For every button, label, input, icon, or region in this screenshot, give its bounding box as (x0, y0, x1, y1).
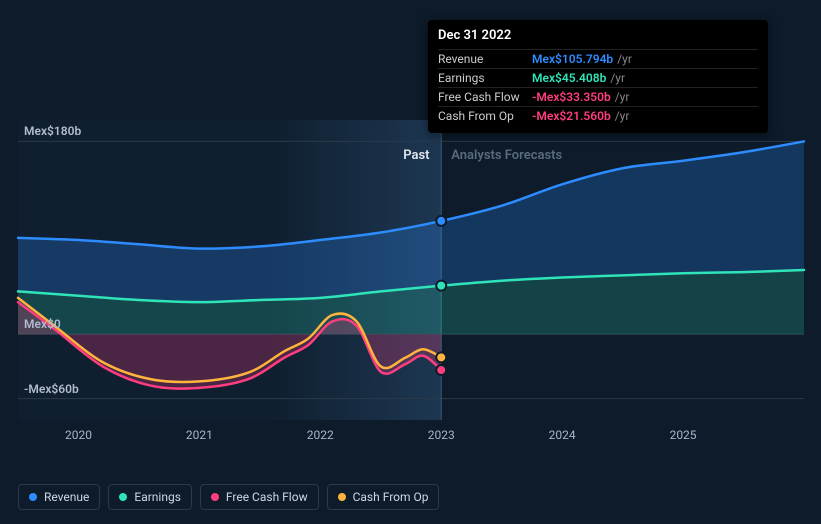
divider-label-past: Past (403, 148, 429, 163)
legend-dot-icon (29, 493, 37, 501)
x-axis-label: 2021 (186, 428, 213, 442)
chart-svg (18, 120, 804, 450)
tooltip-row-revenue: RevenueMex$105.794b/yr (438, 49, 758, 68)
legend-item-fcf[interactable]: Free Cash Flow (200, 484, 319, 510)
tooltip-row-label: Earnings (438, 71, 532, 85)
tooltip-row-label: Revenue (438, 52, 532, 66)
marker-cfo (436, 352, 446, 362)
y-axis-label: -Mex$60b (24, 382, 79, 396)
x-axis-label: 2020 (65, 428, 92, 442)
legend-item-revenue[interactable]: Revenue (18, 484, 100, 510)
legend-item-earnings[interactable]: Earnings (108, 484, 192, 510)
tooltip-row-label: Free Cash Flow (438, 90, 532, 104)
tooltip: Dec 31 2022 RevenueMex$105.794b/yrEarnin… (428, 20, 768, 133)
marker-earnings (436, 281, 446, 291)
marker-revenue (436, 216, 446, 226)
legend-item-label: Cash From Op (353, 490, 429, 504)
legend-dot-icon (211, 493, 219, 501)
x-axis-label: 2022 (307, 428, 334, 442)
x-axis-label: 2025 (670, 428, 697, 442)
marker-fcf (436, 365, 446, 375)
divider-label-forecast: Analysts Forecasts (451, 148, 562, 163)
legend-item-cfo[interactable]: Cash From Op (327, 484, 440, 510)
tooltip-row-unit: /yr (615, 90, 630, 104)
tooltip-row-label: Cash From Op (438, 109, 532, 123)
tooltip-row-earnings: EarningsMex$45.408b/yr (438, 68, 758, 87)
legend: Revenue Earnings Free Cash Flow Cash From O… (18, 484, 439, 510)
tooltip-row-cfo: Cash From Op-Mex$21.560b/yr (438, 106, 758, 125)
legend-item-label: Free Cash Flow (226, 490, 308, 504)
y-axis-label: Mex$180b (24, 124, 81, 138)
y-axis-label: Mex$0 (24, 317, 61, 331)
tooltip-row-unit: /yr (610, 71, 625, 85)
x-axis-label: 2023 (428, 428, 455, 442)
legend-item-label: Revenue (44, 490, 89, 504)
tooltip-row-value: -Mex$33.350b (532, 90, 611, 104)
legend-dot-icon (338, 493, 346, 501)
tooltip-row-unit: /yr (615, 109, 630, 123)
tooltip-row-value: Mex$105.794b (532, 52, 613, 66)
tooltip-row-value: -Mex$21.560b (532, 109, 611, 123)
tooltip-row-fcf: Free Cash Flow-Mex$33.350b/yr (438, 87, 758, 106)
legend-dot-icon (119, 493, 127, 501)
tooltip-row-value: Mex$45.408b (532, 71, 606, 85)
chart-area: -Mex$60b Mex$0 Mex$180b 2020 2021 2022 2023 202… (18, 120, 804, 450)
tooltip-row-unit: /yr (617, 52, 632, 66)
tooltip-date: Dec 31 2022 (438, 28, 758, 49)
legend-item-label: Earnings (134, 490, 181, 504)
x-axis-label: 2024 (549, 428, 576, 442)
